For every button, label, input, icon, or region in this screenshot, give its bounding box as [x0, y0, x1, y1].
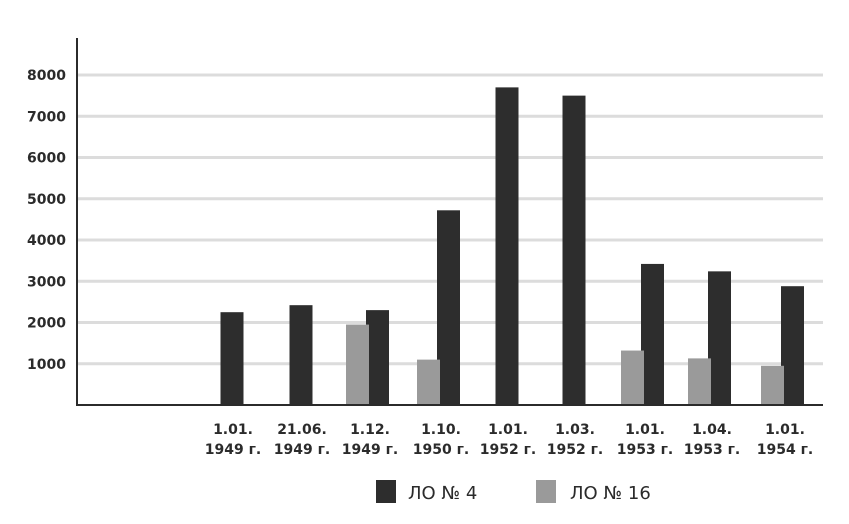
y-tick-label: 7000 [27, 109, 66, 125]
x-tick-label: 1.10. [421, 422, 461, 438]
x-tick-label: 1949 г. [205, 442, 261, 458]
x-tick-label: 1954 г. [757, 442, 813, 458]
bar-lo-16 [417, 359, 440, 405]
y-tick-label: 3000 [27, 274, 66, 290]
y-tick-label: 8000 [27, 68, 66, 84]
legend-swatch [536, 480, 556, 503]
x-tick-label: 1953 г. [617, 442, 673, 458]
x-tick-label: 1.04. [692, 422, 732, 438]
x-tick-label: 1.01. [213, 422, 253, 438]
bar-lo-4 [781, 286, 804, 405]
bar-lo-16 [761, 365, 784, 405]
legend-swatch [376, 480, 396, 503]
legend: ЛО № 4 ЛО № 16 [376, 480, 651, 504]
bar-lo-4 [708, 271, 731, 405]
bar-lo-16 [688, 358, 711, 405]
bar-lo-4 [495, 87, 519, 405]
bar-lo-4 [641, 263, 664, 405]
y-tick-label: 2000 [27, 316, 66, 332]
x-tick-label: 1949 г. [274, 442, 330, 458]
bar-lo-4 [562, 95, 586, 405]
bar-lo-16 [346, 324, 369, 405]
x-tick-label: 1953 г. [684, 442, 740, 458]
x-tick-label: 1952 г. [547, 442, 603, 458]
x-tick-label: 21.06. [277, 422, 327, 438]
y-tick-labels: 1000 2000 3000 4000 5000 6000 7000 8000 [27, 68, 66, 373]
bar-lo-4 [220, 312, 244, 405]
y-tick-label: 1000 [27, 357, 66, 373]
y-tick-label: 5000 [27, 192, 66, 208]
x-tick-label: 1949 г. [342, 442, 398, 458]
y-tick-label: 4000 [27, 233, 66, 249]
x-tick-label: 1.03. [555, 422, 595, 438]
x-tick-label: 1950 г. [413, 442, 469, 458]
x-tick-label: 1.01. [488, 422, 528, 438]
bar-lo-4 [437, 210, 460, 405]
legend-label: ЛО № 4 [408, 483, 477, 504]
x-tick-label: 1.01. [625, 422, 665, 438]
bar-lo-4 [366, 310, 389, 405]
x-tick-labels: 1.01. 1949 г. 21.06. 1949 г. 1.12. 1949 г. 1.1… [205, 422, 813, 458]
bar-lo-4 [289, 305, 313, 405]
bar-lo-16 [621, 350, 644, 405]
x-tick-label: 1952 г. [480, 442, 536, 458]
y-tick-label: 6000 [27, 151, 66, 167]
x-tick-label: 1.01. [765, 422, 805, 438]
legend-label: ЛО № 16 [570, 483, 651, 504]
x-tick-label: 1.12. [350, 422, 390, 438]
bars [220, 87, 804, 405]
